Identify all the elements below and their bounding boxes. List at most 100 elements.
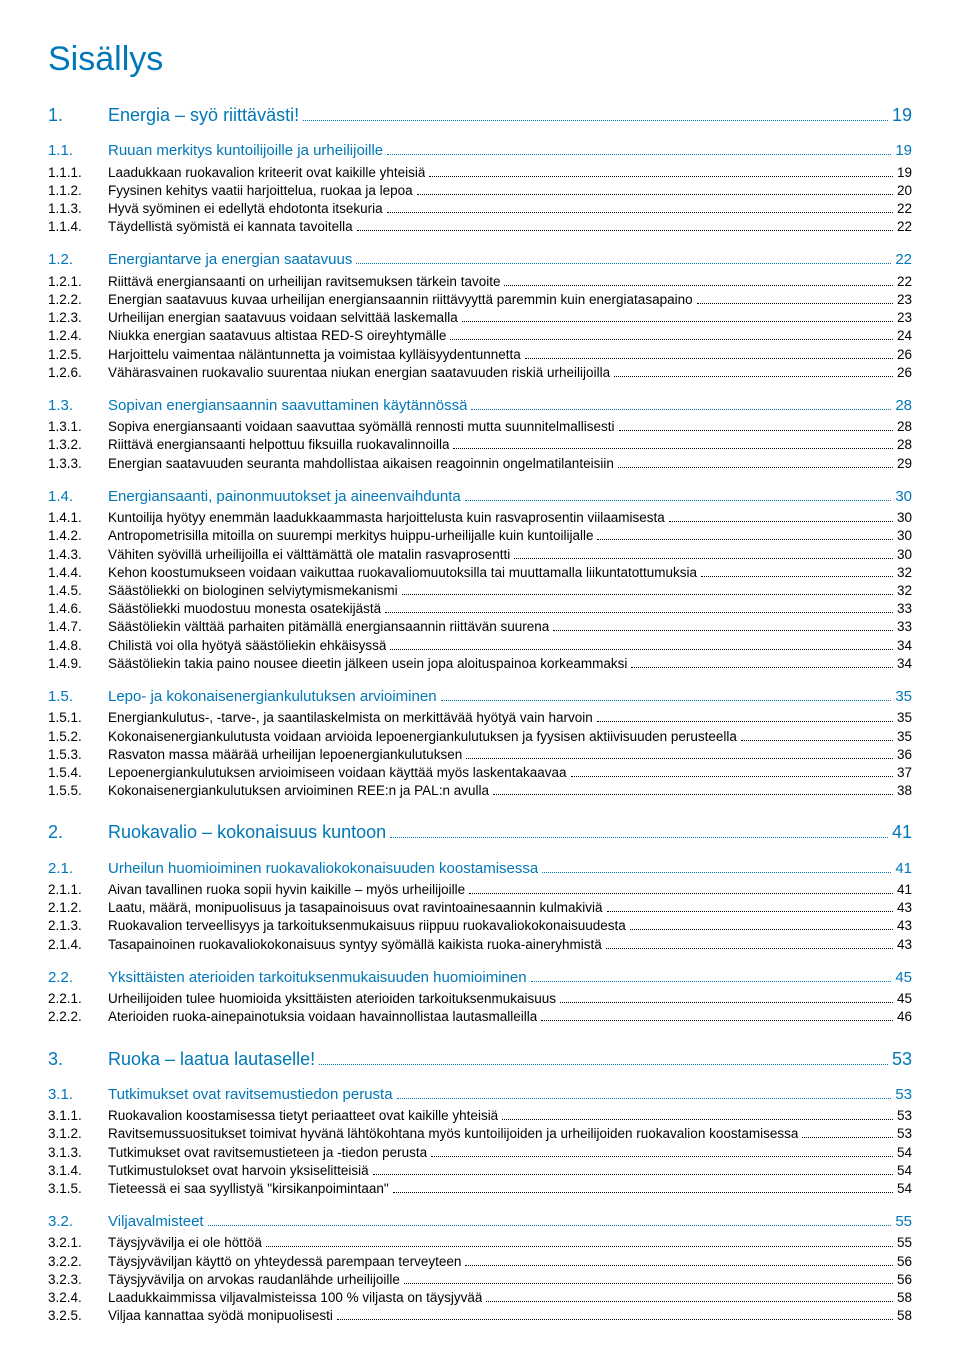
toc-entry-text: Kuntoilija hyötyy enemmän laadukkaammast… (108, 509, 665, 527)
toc-entry-number: 1.4.8. (48, 637, 108, 655)
toc-entry: 1.1.1.Laadukkaan ruokavalion kriteerit o… (48, 164, 912, 182)
toc-leader-dots (502, 1110, 893, 1120)
toc-leader-dots (450, 330, 893, 340)
toc-leader-dots (387, 144, 891, 156)
toc-entry: 3.2.4.Laadukkaimmissa viljavalmisteissa … (48, 1289, 912, 1307)
toc-leader-dots (337, 1310, 893, 1320)
toc-entry-number: 3.2.1. (48, 1234, 108, 1252)
toc-entry-text: Energiantarve ja energian saatavuus (108, 250, 352, 270)
toc-entry: 1.5.3.Rasvaton massa määrää urheilijan l… (48, 746, 912, 764)
toc-entry-number: 1.5.3. (48, 746, 108, 764)
toc-entry-text: Antropometrisilla mitoilla on suurempi m… (108, 527, 593, 545)
toc-leader-dots (697, 293, 893, 303)
toc-entry: 3.2.Viljavalmisteet55 (48, 1212, 912, 1232)
toc-entry: 1.5.5.Kokonaisenergiankulutuksen arvioim… (48, 782, 912, 800)
toc-entry-text: Laadukkaan ruokavalion kriteerit ovat ka… (108, 164, 425, 182)
toc-entry-text: Ruokavalion terveellisyys ja tarkoitukse… (108, 917, 626, 935)
toc-entry-page: 45 (895, 968, 912, 988)
toc-entry: 1.1.4.Täydellistä syömistä ei kannata ta… (48, 218, 912, 236)
toc-entry-number: 1.2.4. (48, 327, 108, 345)
toc-entry: 1.2.2.Energian saatavuus kuvaa urheilija… (48, 291, 912, 309)
toc-entry: 2.2.2.Aterioiden ruoka-ainepainotuksia v… (48, 1008, 912, 1026)
toc-entry-number: 1.2.1. (48, 273, 108, 291)
toc-entry-page: 28 (895, 396, 912, 416)
toc-entry-text: Ruokavalio – kokonaisuus kuntoon (108, 820, 386, 844)
toc-leader-dots (462, 312, 893, 322)
toc-entry: 3.1.Tutkimukset ovat ravitsemustiedon pe… (48, 1085, 912, 1105)
toc-entry-page: 29 (897, 455, 912, 473)
toc-entry: 3.1.3.Tutkimukset ovat ravitsemustieteen… (48, 1144, 912, 1162)
toc-entry-number: 2.2.2. (48, 1008, 108, 1026)
toc-entry-number: 1.2.3. (48, 309, 108, 327)
toc-leader-dots (504, 275, 893, 285)
toc-entry: 3.2.2.Täysjyväviljan käyttö on yhteydess… (48, 1253, 912, 1271)
toc-entry-number: 1.5. (48, 687, 108, 707)
toc-entry-page: 53 (897, 1107, 912, 1125)
toc-entry-page: 28 (897, 418, 912, 436)
toc-entry-page: 33 (897, 600, 912, 618)
toc-entry: 1.2.4.Niukka energian saatavuus altistaa… (48, 327, 912, 345)
toc-leader-dots (465, 489, 892, 501)
toc-entry-text: Säästöliekki muodostuu monesta osatekijä… (108, 600, 381, 618)
toc-entry: 3.Ruoka – laatua lautaselle!53 (48, 1047, 912, 1071)
toc-leader-dots (397, 1087, 892, 1099)
toc-leader-dots (630, 920, 893, 930)
toc-entry: 1.4.Energiansaanti, painonmuutokset ja a… (48, 487, 912, 507)
toc-entry-number: 1.5.4. (48, 764, 108, 782)
toc-entry: 1.4.1.Kuntoilija hyötyy enemmän laadukka… (48, 509, 912, 527)
toc-entry-text: Fyysinen kehitys vaatii harjoittelua, ru… (108, 182, 413, 200)
toc-entry-text: Aivan tavallinen ruoka sopii hyvin kaiki… (108, 881, 465, 899)
toc-entry: 3.2.3.Täysjyvävilja on arvokas raudanläh… (48, 1271, 912, 1289)
toc-leader-dots (531, 970, 892, 982)
toc-entry-page: 35 (897, 709, 912, 727)
toc-entry-text: Laatu, määrä, monipuolisuus ja tasapaino… (108, 899, 603, 917)
toc-entry-number: 1.4.9. (48, 655, 108, 673)
toc-entry-page: 41 (895, 859, 912, 879)
toc-entry-page: 43 (897, 917, 912, 935)
toc-entry: 1.5.1.Energiankulutus-, -tarve-, ja saan… (48, 709, 912, 727)
toc-entry-number: 2.1.1. (48, 881, 108, 899)
toc-entry-text: Riittävä energiansaanti helpottuu fiksui… (108, 436, 449, 454)
toc-leader-dots (266, 1237, 893, 1247)
toc-entry-page: 43 (897, 899, 912, 917)
toc-entry-text: Energiankulutus-, -tarve-, ja saantilask… (108, 709, 593, 727)
toc-leader-dots (453, 439, 893, 449)
toc-entry-page: 54 (897, 1162, 912, 1180)
toc-entry-number: 2.2.1. (48, 990, 108, 1008)
toc-entry-page: 45 (897, 990, 912, 1008)
toc-entry: 3.1.1.Ruokavalion koostamisessa tietyt p… (48, 1107, 912, 1125)
toc-entry-text: Urheilijoiden tulee huomioida yksittäist… (108, 990, 556, 1008)
toc-entry-page: 38 (897, 782, 912, 800)
toc-entry: 1.1.Ruuan merkitys kuntoilijoille ja urh… (48, 141, 912, 161)
toc-entry-number: 1.4.1. (48, 509, 108, 527)
toc-entry-text: Tutkimustulokset ovat harvoin yksiselitt… (108, 1162, 369, 1180)
toc-entry-text: Harjoittelu vaimentaa näläntunnetta ja v… (108, 346, 521, 364)
toc-entry: 3.1.5.Tieteessä ei saa syyllistyä "kirsi… (48, 1180, 912, 1198)
toc-entry-text: Energia – syö riittävästi! (108, 103, 299, 127)
toc-entry-text: Täysjyvävilja on arvokas raudanlähde urh… (108, 1271, 400, 1289)
toc-entry-page: 19 (897, 164, 912, 182)
toc-leader-dots (669, 512, 893, 522)
toc-entry: 2.1.Urheilun huomioiminen ruokavaliokoko… (48, 859, 912, 879)
toc-entry: 1.2.1.Riittävä energiansaanti on urheili… (48, 273, 912, 291)
toc-entry-number: 1.4.4. (48, 564, 108, 582)
toc-entry-text: Ravitsemussuositukset toimivat hyvänä lä… (108, 1125, 798, 1143)
toc-leader-dots (631, 657, 893, 667)
toc-entry-page: 23 (897, 309, 912, 327)
toc-entry: 1.4.8.Chilistä voi olla hyötyä säästölie… (48, 637, 912, 655)
toc-entry-page: 30 (897, 509, 912, 527)
toc-entry-text: Tieteessä ei saa syyllistyä "kirsikanpoi… (108, 1180, 389, 1198)
toc-entry-text: Aterioiden ruoka-ainepainotuksia voidaan… (108, 1008, 537, 1026)
toc-leader-dots (614, 366, 893, 376)
toc-leader-dots (387, 203, 893, 213)
toc-entry-number: 3.1. (48, 1085, 108, 1105)
toc-entry-text: Ruokavalion koostamisessa tietyt periaat… (108, 1107, 498, 1125)
toc-leader-dots (356, 253, 891, 265)
toc-entry-number: 1.2.5. (48, 346, 108, 364)
toc-leader-dots (390, 825, 888, 839)
toc-leader-dots (541, 1011, 893, 1021)
toc-entry-page: 53 (897, 1125, 912, 1143)
toc-entry-page: 24 (897, 327, 912, 345)
toc-entry-number: 1.3.2. (48, 436, 108, 454)
toc-entry-page: 37 (897, 764, 912, 782)
